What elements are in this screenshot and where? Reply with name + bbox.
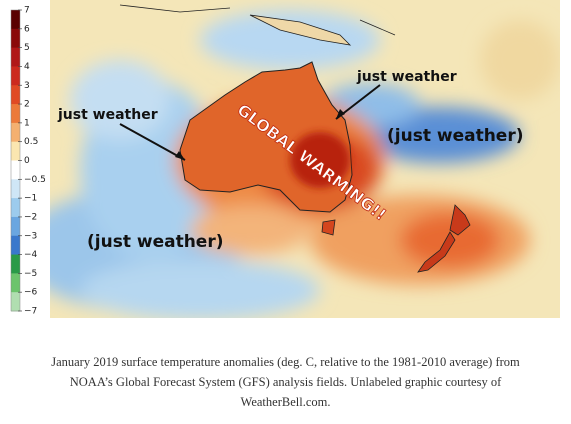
arrow-head — [175, 151, 185, 160]
colorbar-segment — [11, 28, 20, 49]
colorbar: 7 6 5 4 3 2 1 0.5 0 −0.5 −1 −2 −3 −4 −5 −6 −7 — [10, 6, 46, 317]
colorbar-segment — [11, 216, 20, 237]
caption-line: WeatherBell.com. — [240, 395, 331, 409]
colorbar-label: 4 — [24, 62, 30, 72]
hot-core — [290, 132, 350, 188]
colorbar-label: −5 — [24, 269, 37, 279]
caption-line: NOAA’s Global Forecast System (GFS) anal… — [69, 375, 502, 389]
colorbar-label: −3 — [24, 231, 37, 241]
caption: January 2019 surface temperature anomali… — [10, 352, 561, 412]
colorbar-segment — [11, 235, 20, 256]
nz-south — [417, 231, 456, 273]
colorbar-label: −0.5 — [24, 175, 46, 185]
nz-north — [449, 204, 471, 236]
coastlines — [119, 4, 396, 36]
annotation: just weather — [57, 107, 158, 123]
colorbar-segment — [11, 273, 20, 293]
colorbar-label: 0 — [24, 156, 30, 166]
colorbar-segment — [11, 104, 20, 124]
colorbar-segment — [11, 141, 20, 161]
colorbar-segment — [11, 85, 20, 105]
map-figure: just weather just weather (just weather)… — [10, 0, 560, 318]
tasmania — [321, 219, 336, 236]
annotation: just weather — [356, 69, 457, 85]
colorbar-label: −1 — [24, 194, 37, 204]
colorbar-segment — [11, 47, 20, 67]
annotation: (just weather) — [87, 232, 223, 252]
colorbar-segment — [11, 160, 20, 180]
colorbar-label: −2 — [24, 212, 37, 222]
annotation: (just weather) — [387, 126, 523, 146]
new-guinea — [249, 14, 352, 46]
colorbar-segment — [11, 179, 20, 199]
map: just weather just weather (just weather)… — [50, 0, 560, 318]
colorbar-label: −6 — [24, 288, 38, 298]
colorbar-label: 6 — [24, 24, 30, 34]
colorbar-label: 0.5 — [24, 137, 38, 147]
arrow-head — [336, 109, 345, 119]
colorbar-label: 2 — [24, 100, 30, 110]
arrow-west — [119, 123, 186, 161]
colorbar-label: 3 — [24, 81, 30, 91]
colorbar-label: 1 — [24, 118, 30, 128]
caption-line: January 2019 surface temperature anomali… — [51, 355, 520, 369]
colorbar-label: 5 — [24, 43, 30, 53]
colorbar-segment — [11, 292, 20, 312]
colorbar-label: 7 — [24, 6, 30, 16]
colorbar-segment — [11, 10, 20, 30]
colorbar-segment — [11, 66, 20, 86]
colorbar-segment — [11, 254, 20, 274]
colorbar-label: −4 — [24, 250, 38, 260]
colorbar-segment — [11, 122, 20, 143]
colorbar-segment — [11, 198, 20, 218]
colorbar-label: −7 — [24, 307, 37, 317]
